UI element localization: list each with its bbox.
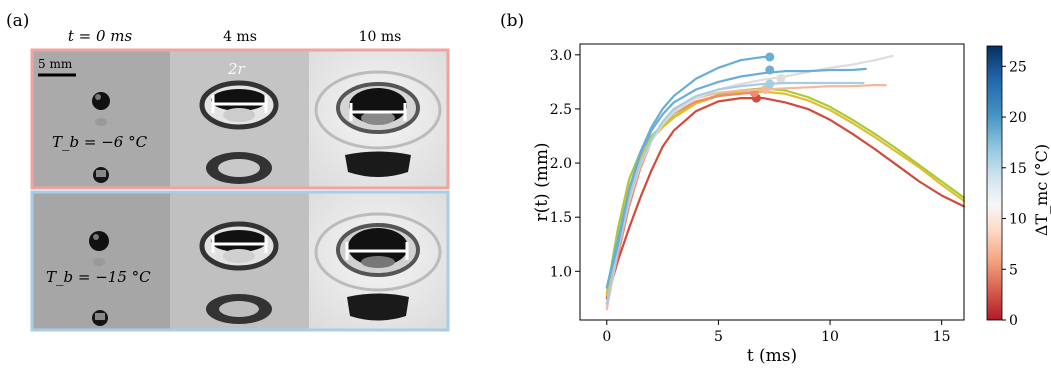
col-header-10ms: 10 ms xyxy=(359,29,402,45)
colorbar-tick-label: 0 xyxy=(1009,313,1018,329)
x-tick-label: 0 xyxy=(602,329,611,345)
droplet-highlight xyxy=(96,170,106,177)
colorbar-tick-label: 5 xyxy=(1009,262,1018,278)
droplet-r2-t0-top xyxy=(89,231,109,251)
temp-label-row1: T_b = −6 °C xyxy=(52,133,148,151)
x-tick-label: 10 xyxy=(821,329,839,345)
scale-bar-label: 5 mm xyxy=(38,57,73,71)
x-ticks: 0 5 10 15 xyxy=(602,320,951,345)
droplet-reflection-r2 xyxy=(93,258,105,266)
panel-a: (a) t = 0 ms 4 ms 10 ms 5 mm T_b = −6 °C xyxy=(6,11,450,332)
temp-label-row2: T_b = −15 °C xyxy=(46,268,151,286)
y-axis-label: r(t) (mm) xyxy=(532,142,552,221)
frame-row-1 xyxy=(30,48,450,190)
droplet-r1-t0-top xyxy=(92,92,110,110)
rim-reflection xyxy=(361,256,395,268)
y-tick-label: 1.5 xyxy=(550,210,572,226)
photo-row-2: T_b = −15 °C xyxy=(30,190,450,332)
spread-mirror-inner xyxy=(218,159,260,177)
series-max-marker-5 xyxy=(776,74,786,84)
rim-core xyxy=(348,228,408,266)
series-line-7 xyxy=(605,67,867,289)
diameter-label: 2r xyxy=(227,60,246,78)
frame-row-2 xyxy=(30,190,450,332)
colorbar-tick-label: 10 xyxy=(1009,212,1027,228)
colorbar-tick-label: 20 xyxy=(1009,110,1027,126)
x-axis-label: t (ms) xyxy=(747,346,797,366)
colorbar-tick-label: 25 xyxy=(1009,59,1027,75)
col-header-4ms: 4 ms xyxy=(223,29,257,45)
rim-mirror xyxy=(347,293,409,321)
colorbar-tick-label: 15 xyxy=(1009,161,1027,177)
y-tick-label: 3.0 xyxy=(550,48,572,64)
spread-reflection xyxy=(223,108,255,122)
series-max-marker-6 xyxy=(765,79,775,89)
droplet-highlight xyxy=(95,94,101,100)
y-tick-label: 1.0 xyxy=(550,264,572,280)
diameter-bar-r2-t4 xyxy=(211,235,268,253)
y-tick-label: 2.0 xyxy=(550,156,572,172)
colorbar-gradient xyxy=(986,45,1003,321)
diameter-bar-r1-t10 xyxy=(349,103,407,121)
spread-reflection xyxy=(223,249,255,263)
series-max-marker-8 xyxy=(765,52,775,62)
rim-reflection xyxy=(361,111,395,125)
colorbar-ticks: 0 5 10 15 20 25 xyxy=(1002,59,1027,329)
colorbar-label: ΔT_mc (°C) xyxy=(1032,144,1051,236)
droplet-highlight xyxy=(93,234,99,240)
y-tick-label: 2.5 xyxy=(550,102,572,118)
series-line-2 xyxy=(605,90,966,297)
spread-core xyxy=(211,230,267,252)
rim-outer-r2-t10 xyxy=(314,212,442,292)
diameter-bar-r1-t4 xyxy=(211,95,268,113)
droplet-reflection-r1 xyxy=(95,118,107,126)
photo-row-1: 5 mm T_b = −6 °C 2r xyxy=(30,48,450,190)
x-tick-label: 15 xyxy=(933,329,951,345)
rim-mirror xyxy=(345,151,411,177)
series-line-6 xyxy=(605,81,865,305)
panel-b: (b) 0 5 10 15 1.0 1.5 2.0 2.5 3.0 t (ms) r(t) (… xyxy=(500,11,1051,366)
rim-outer-r1-t10 xyxy=(314,70,442,150)
panel-b-label: (b) xyxy=(500,11,524,31)
col-header-0ms: t = 0 ms xyxy=(68,27,133,45)
series-max-marker-7 xyxy=(765,65,775,75)
x-tick-label: 5 xyxy=(714,329,723,345)
colorbar: 0 5 10 15 20 25 ΔT_mc (°C) xyxy=(986,45,1051,329)
series-layer xyxy=(605,52,966,311)
diameter-bar-r2-t10 xyxy=(345,242,409,260)
plot-area: 0 5 10 15 1.0 1.5 2.0 2.5 3.0 xyxy=(550,43,966,345)
panel-a-label: (a) xyxy=(6,11,29,31)
y-ticks: 1.0 1.5 2.0 2.5 3.0 xyxy=(550,48,580,280)
droplet-highlight xyxy=(95,313,105,320)
axes-frame xyxy=(579,43,965,321)
spread-mirror-inner xyxy=(219,301,259,317)
spread-core xyxy=(211,89,267,111)
series-line-8 xyxy=(605,55,771,289)
